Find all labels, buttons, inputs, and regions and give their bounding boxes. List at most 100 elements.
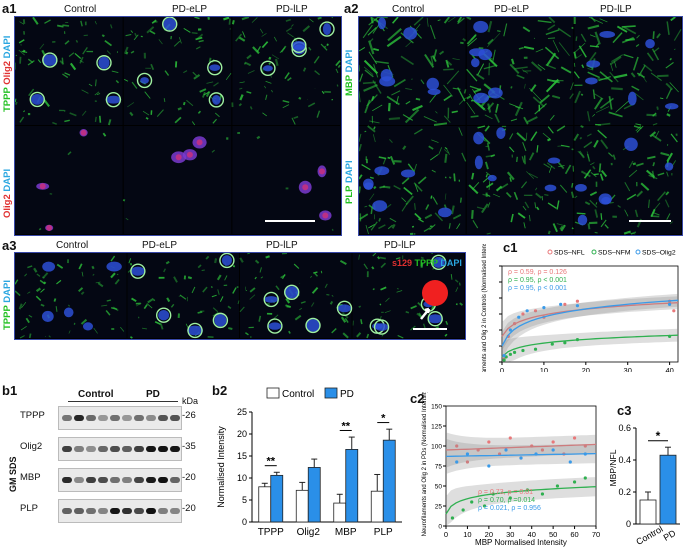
- fiber: [370, 206, 374, 215]
- fiber: [163, 98, 166, 103]
- fiber: [559, 225, 564, 230]
- x-tick-label: 50: [549, 530, 557, 539]
- olig2-signal: [175, 154, 182, 161]
- fiber: [386, 35, 402, 48]
- fiber: [589, 34, 596, 38]
- fiber: [634, 92, 644, 101]
- fiber: [198, 39, 204, 43]
- fiber: [245, 332, 249, 336]
- cell-outline: [155, 307, 172, 323]
- significance-marker: *: [656, 429, 661, 443]
- bar-control: [639, 499, 657, 525]
- blot-strip: [58, 437, 182, 461]
- fiber: [521, 156, 525, 163]
- blot-kda-marker: -20: [182, 503, 196, 514]
- data-point: [568, 460, 572, 464]
- fiber: [142, 110, 150, 116]
- fiber: [487, 38, 494, 45]
- fiber: [623, 54, 634, 59]
- fiber: [391, 223, 396, 229]
- fiber: [125, 51, 129, 55]
- a1-image-grid: [14, 16, 342, 236]
- fiber: [423, 227, 431, 232]
- olig2-signal: [322, 212, 329, 219]
- fiber: [59, 60, 65, 66]
- data-point: [512, 322, 517, 326]
- fiber: [14, 101, 18, 106]
- fiber: [621, 25, 636, 28]
- cell-outline: [284, 284, 300, 301]
- fiber: [186, 99, 194, 107]
- fiber: [102, 132, 107, 137]
- fiber: [246, 91, 252, 94]
- fiber: [666, 171, 669, 177]
- fiber: [197, 264, 202, 269]
- label-part: TPPP: [414, 258, 441, 268]
- micrograph-tile: [466, 126, 574, 234]
- fiber: [612, 154, 616, 160]
- fiber: [20, 326, 27, 331]
- legend-label: SDS–Olig2: [642, 250, 676, 257]
- fiber: [197, 311, 203, 314]
- y-axis-label: Normalised Intensity: [216, 426, 226, 508]
- fiber: [106, 50, 111, 55]
- fiber: [457, 17, 465, 25]
- fiber: [285, 18, 291, 22]
- a3-header-pd-llp-2: PD-lLP: [384, 240, 416, 251]
- fiber: [156, 109, 164, 118]
- bar-pd: [382, 439, 396, 523]
- fiber: [18, 49, 25, 56]
- fiber: [473, 99, 486, 111]
- fiber: [578, 45, 587, 58]
- fiber: [177, 107, 182, 111]
- fiber: [265, 80, 272, 84]
- fiber: [19, 335, 25, 339]
- nucleus: [599, 31, 616, 38]
- fiber: [27, 291, 31, 294]
- y-tick-label: 25: [237, 407, 247, 417]
- fiber: [219, 296, 224, 302]
- a2-row2-label: PLP DAPI: [344, 160, 355, 204]
- fiber: [665, 88, 672, 100]
- fiber: [590, 171, 597, 178]
- fiber: [560, 144, 570, 148]
- blot-band: [146, 446, 156, 452]
- fiber: [595, 43, 600, 48]
- fiber: [134, 32, 138, 37]
- nucleus: [577, 214, 588, 226]
- fiber: [329, 300, 334, 305]
- fiber: [484, 161, 489, 170]
- fiber: [372, 104, 383, 112]
- blot-band: [62, 446, 72, 452]
- fiber: [581, 64, 585, 69]
- a1-header-control: Control: [64, 4, 97, 15]
- nucleus: [645, 39, 655, 49]
- fiber: [452, 87, 461, 90]
- fiber: [453, 173, 456, 182]
- fiber: [632, 162, 637, 166]
- fiber: [104, 40, 112, 47]
- fiber: [416, 312, 422, 318]
- fiber: [459, 197, 462, 203]
- fiber: [265, 255, 270, 259]
- nucleus: [106, 261, 122, 272]
- fiber: [460, 41, 464, 45]
- fiber: [564, 164, 572, 175]
- data-point: [487, 440, 491, 444]
- fiber: [39, 279, 46, 285]
- fiber: [506, 171, 515, 181]
- fiber: [379, 303, 382, 306]
- x-tick-label: MBP: [335, 527, 357, 538]
- x-tick-label: 10: [540, 366, 548, 372]
- fiber: [94, 79, 97, 87]
- fiber: [96, 93, 101, 96]
- fiber: [391, 16, 399, 24]
- fiber: [247, 252, 251, 255]
- fiber: [356, 332, 362, 338]
- fiber: [187, 276, 193, 280]
- fiber: [362, 81, 377, 85]
- fiber: [630, 231, 637, 235]
- fiber: [437, 19, 441, 22]
- fiber: [64, 72, 71, 76]
- cell-outline: [336, 300, 353, 316]
